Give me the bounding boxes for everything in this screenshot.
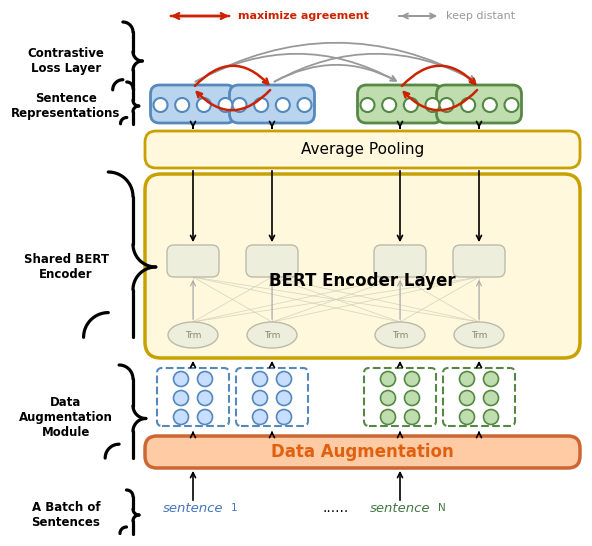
Text: A Batch of
Sentences: A Batch of Sentences bbox=[31, 501, 101, 529]
Text: Shared BERT
Encoder: Shared BERT Encoder bbox=[24, 253, 108, 281]
Circle shape bbox=[198, 390, 213, 406]
FancyBboxPatch shape bbox=[436, 85, 522, 123]
Circle shape bbox=[439, 98, 453, 112]
Circle shape bbox=[253, 390, 268, 406]
Circle shape bbox=[381, 390, 395, 406]
Circle shape bbox=[483, 98, 497, 112]
Text: Trm: Trm bbox=[392, 330, 408, 340]
Text: Sentence
Representations: Sentence Representations bbox=[11, 92, 121, 120]
FancyBboxPatch shape bbox=[145, 131, 580, 168]
Circle shape bbox=[426, 98, 439, 112]
Circle shape bbox=[218, 98, 233, 112]
Circle shape bbox=[459, 390, 475, 406]
Circle shape bbox=[173, 390, 188, 406]
Circle shape bbox=[198, 410, 213, 424]
Text: sentence: sentence bbox=[370, 501, 430, 514]
Text: maximize agreement: maximize agreement bbox=[238, 11, 369, 21]
Circle shape bbox=[484, 410, 498, 424]
Circle shape bbox=[276, 410, 291, 424]
Text: keep distant: keep distant bbox=[446, 11, 515, 21]
FancyBboxPatch shape bbox=[374, 245, 426, 277]
Text: Data
Augmentation
Module: Data Augmentation Module bbox=[19, 396, 113, 440]
Text: ......: ...... bbox=[323, 501, 349, 515]
Circle shape bbox=[404, 371, 420, 387]
Ellipse shape bbox=[375, 322, 425, 348]
Text: 1: 1 bbox=[231, 503, 237, 513]
Circle shape bbox=[173, 371, 188, 387]
FancyBboxPatch shape bbox=[230, 85, 314, 123]
Circle shape bbox=[253, 410, 268, 424]
Text: Contrastive
Loss Layer: Contrastive Loss Layer bbox=[28, 47, 104, 75]
FancyBboxPatch shape bbox=[443, 368, 515, 426]
Circle shape bbox=[461, 98, 475, 112]
Text: Trm: Trm bbox=[185, 330, 201, 340]
FancyBboxPatch shape bbox=[145, 174, 580, 358]
FancyBboxPatch shape bbox=[364, 368, 436, 426]
Circle shape bbox=[361, 98, 375, 112]
Circle shape bbox=[298, 98, 311, 112]
Text: N: N bbox=[438, 503, 446, 513]
Circle shape bbox=[153, 98, 168, 112]
Circle shape bbox=[382, 98, 396, 112]
Circle shape bbox=[459, 410, 475, 424]
FancyBboxPatch shape bbox=[246, 245, 298, 277]
Circle shape bbox=[404, 98, 418, 112]
Ellipse shape bbox=[168, 322, 218, 348]
Text: Trm: Trm bbox=[471, 330, 487, 340]
FancyBboxPatch shape bbox=[453, 245, 505, 277]
Circle shape bbox=[459, 371, 475, 387]
Circle shape bbox=[233, 98, 246, 112]
Text: BERT Encoder Layer: BERT Encoder Layer bbox=[269, 272, 456, 290]
Circle shape bbox=[381, 410, 395, 424]
Circle shape bbox=[404, 410, 420, 424]
Circle shape bbox=[173, 410, 188, 424]
Circle shape bbox=[276, 390, 291, 406]
Circle shape bbox=[253, 371, 268, 387]
Circle shape bbox=[484, 371, 498, 387]
Text: Trm: Trm bbox=[264, 330, 280, 340]
FancyBboxPatch shape bbox=[167, 245, 219, 277]
Circle shape bbox=[381, 371, 395, 387]
Circle shape bbox=[484, 390, 498, 406]
Circle shape bbox=[276, 371, 291, 387]
FancyBboxPatch shape bbox=[157, 368, 229, 426]
Circle shape bbox=[404, 390, 420, 406]
Circle shape bbox=[175, 98, 189, 112]
Text: Average Pooling: Average Pooling bbox=[301, 142, 424, 157]
FancyBboxPatch shape bbox=[236, 368, 308, 426]
Text: Data Augmentation: Data Augmentation bbox=[271, 443, 454, 461]
FancyBboxPatch shape bbox=[358, 85, 442, 123]
Circle shape bbox=[254, 98, 268, 112]
FancyBboxPatch shape bbox=[150, 85, 236, 123]
FancyBboxPatch shape bbox=[145, 436, 580, 468]
Text: sentence: sentence bbox=[163, 501, 223, 514]
Ellipse shape bbox=[247, 322, 297, 348]
Circle shape bbox=[504, 98, 519, 112]
Ellipse shape bbox=[454, 322, 504, 348]
Circle shape bbox=[197, 98, 211, 112]
Circle shape bbox=[276, 98, 290, 112]
Circle shape bbox=[198, 371, 213, 387]
